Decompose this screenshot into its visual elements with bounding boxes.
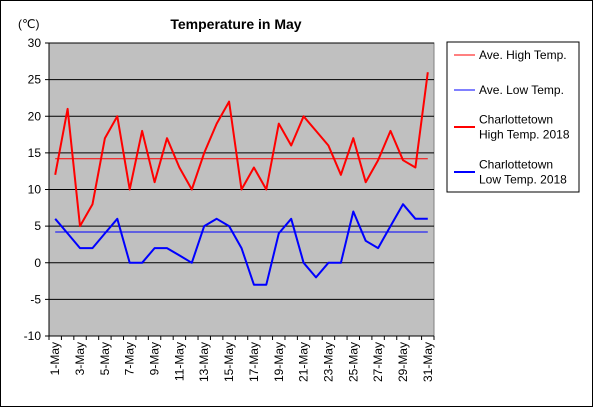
x-tick-label: 19-May — [272, 342, 286, 382]
legend: Ave. High Temp. Ave. Low Temp. Charlotteto… — [446, 41, 580, 193]
x-tick-label: 23-May — [321, 342, 335, 382]
x-tick-label: 1-May — [48, 342, 62, 375]
y-axis-unit-label: (℃) — [18, 17, 39, 31]
x-tick-label: 17-May — [247, 342, 261, 382]
y-tick-label: 20 — [28, 109, 42, 123]
y-tick-label: -10 — [24, 329, 42, 343]
chart-title: Temperature in May — [170, 16, 301, 32]
y-tick-label: 30 — [28, 36, 42, 50]
y-tick-label: 15 — [28, 146, 42, 160]
y-tick-label: 0 — [34, 256, 41, 270]
y-tick-label: 25 — [28, 73, 42, 87]
legend-label-4: Low Temp. 2018 — [479, 173, 567, 187]
legend-label-3: Charlottetown — [479, 113, 553, 127]
series-line-4 — [54, 203, 428, 286]
x-tick-label: 9-May — [148, 342, 162, 375]
x-tick-label: 3-May — [73, 342, 87, 375]
x-tick-label: 15-May — [222, 342, 236, 382]
x-tick-label: 29-May — [396, 342, 410, 382]
legend-box — [446, 41, 580, 193]
y-tick-label: -5 — [30, 292, 41, 306]
legend-label-1: Ave. High Temp. — [479, 48, 567, 62]
y-tick-label: 10 — [28, 183, 42, 197]
x-tick-label: 13-May — [197, 342, 211, 382]
y-tick-label: 5 — [34, 219, 41, 233]
x-tick-label: 5-May — [98, 342, 112, 375]
x-tick-label: 21-May — [297, 342, 311, 382]
legend-label-2: Ave. Low Temp. — [479, 83, 564, 97]
x-tick-label: 31-May — [421, 342, 435, 382]
series-line-3 — [54, 72, 429, 228]
x-tick-label: 7-May — [123, 342, 137, 375]
legend-label-4: Charlottetown — [479, 158, 553, 172]
x-tick-label: 11-May — [172, 342, 186, 381]
x-tick-label: 27-May — [371, 342, 385, 382]
x-tick-label: 25-May — [346, 342, 360, 382]
legend-label-3: High Temp. 2018 — [479, 128, 570, 142]
plot-area: 30 25 20 15 10 5 0 -5 -10 1-May 3-May 5-May 7-May 9-M… — [24, 36, 435, 382]
